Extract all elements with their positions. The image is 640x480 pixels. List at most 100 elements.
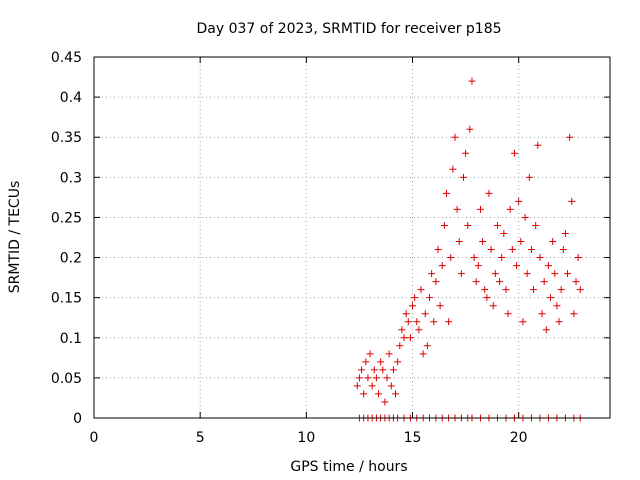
tick-layer: 0 0.05 0.1 0.15 0.2 0.25 0.3 0.35 0.4 0.45 0 5 10 15 2… [51,50,610,446]
data-point [470,254,478,262]
data-point [457,270,465,278]
data-point [489,302,497,310]
data-point [368,382,376,390]
y-tick-label: 0.05 [51,371,82,387]
data-point [398,326,406,334]
data-point [451,133,459,141]
data-point [551,270,559,278]
data-point [553,302,561,310]
data-point [459,173,467,181]
data-point [353,382,361,390]
x-tick-label: 20 [510,430,528,446]
data-point [400,334,408,342]
data-point [389,366,397,374]
data-point [519,318,527,326]
y-tick-label: 0.35 [51,130,82,146]
data-point [430,318,438,326]
data-point [479,238,487,246]
data-point [409,302,417,310]
y-tick-label: 0.2 [60,251,82,267]
data-point [532,221,540,229]
x-tick-label: 0 [90,430,99,446]
data-point [404,318,412,326]
data-point [483,294,491,302]
data-point [476,205,484,213]
data-point [432,278,440,286]
data-point [381,398,389,406]
x-tick-label: 10 [297,430,315,446]
data-point [513,262,521,270]
data-point [487,246,495,254]
data-point [538,310,546,318]
data-point [385,350,393,358]
y-tick-label: 0.45 [51,50,82,66]
y-tick-label: 0 [73,411,82,427]
plot-frame [93,56,611,419]
y-tick-label: 0.1 [60,331,82,347]
data-point [508,246,516,254]
data-point [570,310,578,318]
data-point [375,390,383,398]
data-point [468,77,476,85]
data-point [370,366,378,374]
data-point [472,278,480,286]
x-tick-label: 5 [196,430,205,446]
data-point [421,310,429,318]
data-point [542,326,550,334]
data-point [362,358,370,366]
data-point [426,294,434,302]
data-point [411,294,419,302]
data-point [372,374,380,382]
data-point [481,286,489,294]
data-point [525,173,533,181]
data-point [576,286,584,294]
data-point [364,374,372,382]
data-point [527,246,535,254]
data-point [360,390,368,398]
data-point [530,286,538,294]
data-point [442,189,450,197]
data-point [493,221,501,229]
data-point [523,270,531,278]
data-point [387,382,395,390]
data-point [415,326,423,334]
data-point [419,350,427,358]
data-point [455,238,463,246]
data-point [383,374,391,382]
data-point [536,254,544,262]
data-point [366,350,374,358]
data-point [574,254,582,262]
data-point [555,318,563,326]
grid-layer [94,57,610,418]
data-point [485,189,493,197]
data-point [521,213,529,221]
data-point [559,246,567,254]
data-point [534,141,542,149]
data-point [392,390,400,398]
data-point [572,278,580,286]
data-point [447,254,455,262]
y-tick-label: 0.4 [60,90,82,106]
data-point [474,262,482,270]
data-point [462,149,470,157]
data-point [413,318,421,326]
data-point [466,125,474,133]
x-axis-label: GPS time / hours [290,459,407,475]
data-point [406,334,414,342]
data-point [379,366,387,374]
data-point [561,229,569,237]
y-tick-label: 0.3 [60,170,82,186]
data-point [547,294,555,302]
data-point [510,149,518,157]
data-point [517,238,525,246]
data-point [423,342,431,350]
y-tick-label: 0.15 [51,291,82,307]
data-point [377,358,385,366]
data-point [491,270,499,278]
data-point [436,302,444,310]
data-point [449,165,457,173]
data-point [402,310,410,318]
data-point [506,205,514,213]
data-point [500,229,508,237]
data-point [434,246,442,254]
